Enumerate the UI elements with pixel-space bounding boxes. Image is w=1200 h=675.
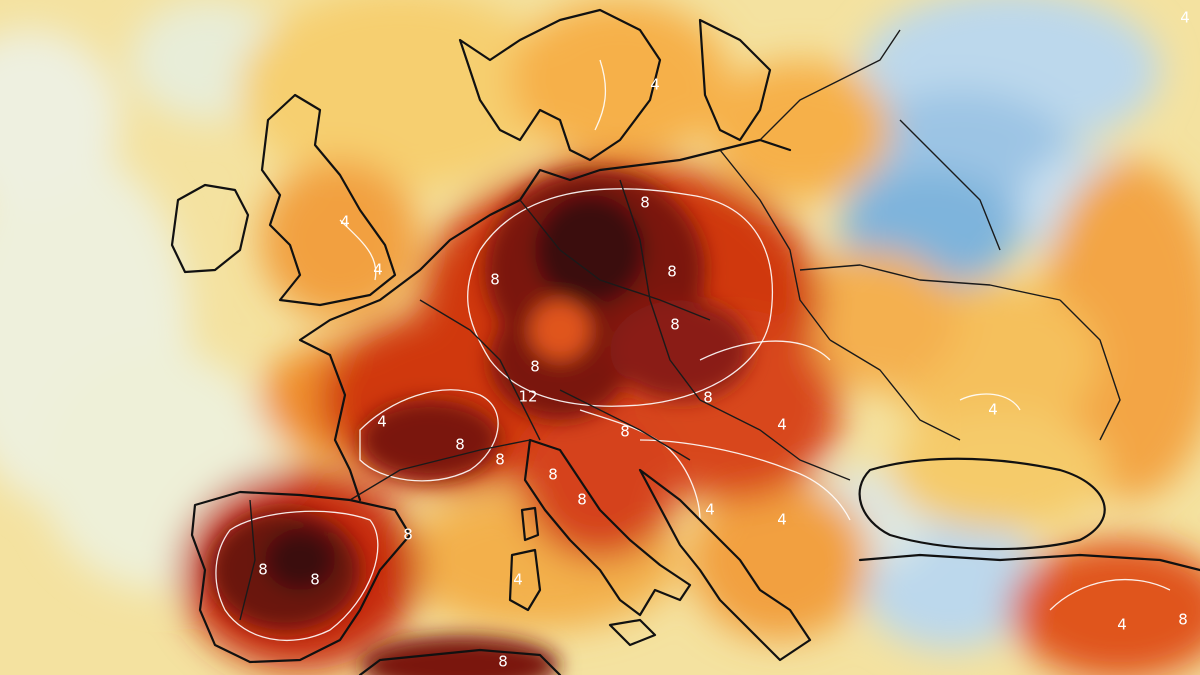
anomaly-core xyxy=(210,170,750,675)
contour-label-alps-12: 12 xyxy=(518,388,537,406)
contour-label-uk-4b: 4 xyxy=(373,261,383,279)
contour-label-alps-8: 8 xyxy=(620,423,630,441)
contour-label-germany-8c: 8 xyxy=(667,263,677,281)
contour-label-turkey-4: 4 xyxy=(1117,616,1127,634)
contour-label-czech-8: 8 xyxy=(703,389,713,407)
contour-label-poland-8: 8 xyxy=(670,316,680,334)
contour-label-germany-8b: 8 xyxy=(490,271,500,289)
isolines xyxy=(215,59,1171,642)
contour-label-africa-8: 8 xyxy=(498,653,508,671)
contour-label-romania-4: 4 xyxy=(777,416,787,434)
contour-label-germany-8a: 8 xyxy=(640,194,650,212)
country-borders xyxy=(239,29,1121,621)
contour-label-france-8a: 8 xyxy=(455,436,465,454)
contour-label-italy-8b: 8 xyxy=(577,491,587,509)
contour-label-balkan-4b: 4 xyxy=(777,511,787,529)
contour-label-swiss-8: 8 xyxy=(530,358,540,376)
contour-label-france-4: 4 xyxy=(377,413,387,431)
contour-label-uk-4: 4 xyxy=(340,213,350,231)
contour-label-italy-8a: 8 xyxy=(548,466,558,484)
contour-label-scand-4: 4 xyxy=(650,76,660,94)
contour-label-balkan-4a: 4 xyxy=(705,501,715,519)
contour-label-spain-8a: 8 xyxy=(258,561,268,579)
contour-label-france-8b: 8 xyxy=(495,451,505,469)
contour-label-spain-8c: 8 xyxy=(403,526,413,544)
contour-label-corner-4: 4 xyxy=(1180,9,1190,27)
coastlines xyxy=(170,8,1200,675)
contour-label-spain-8b: 8 xyxy=(310,571,320,589)
contour-labels: 4 4 4 8 8 8 8 8 8 12 8 8 8 8 8 4 4 4 4 8… xyxy=(258,9,1190,671)
contour-label-ukraine-4: 4 xyxy=(988,401,998,419)
contour-label-sardinia-4: 4 xyxy=(513,571,523,589)
contour-label-turkey-8: 8 xyxy=(1178,611,1188,629)
